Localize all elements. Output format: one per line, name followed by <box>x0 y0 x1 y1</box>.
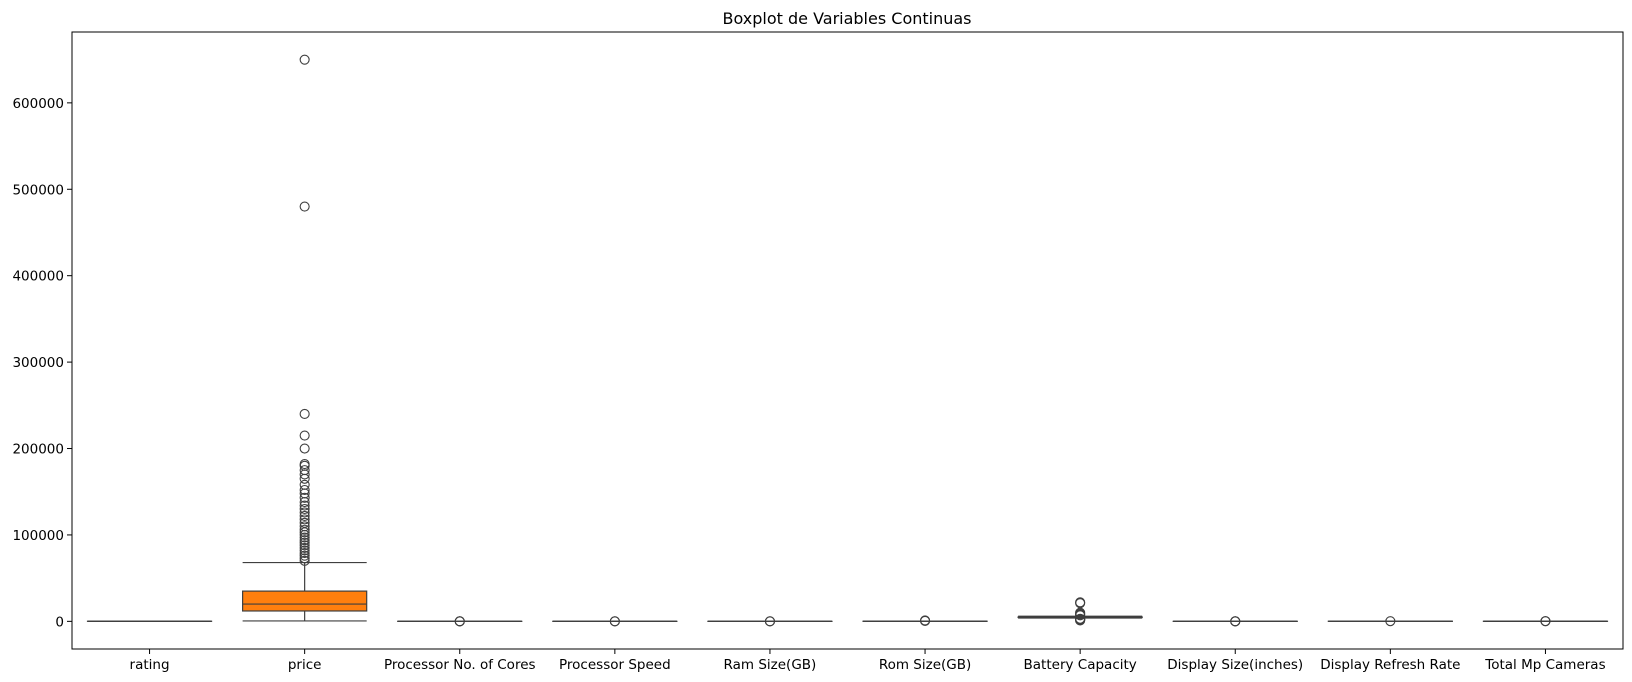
x-tick-label: Display Refresh Rate <box>1320 657 1460 673</box>
plot-area <box>86 54 1609 627</box>
y-tick-label: 200000 <box>12 442 64 458</box>
box-group <box>1482 616 1609 627</box>
box-group <box>1172 616 1298 627</box>
outlier-point <box>299 507 310 518</box>
outlier-point <box>299 537 310 548</box>
x-axis: rating price Processor No. of Cores Process… <box>130 649 1606 673</box>
outlier-point <box>299 555 310 566</box>
box-group <box>397 616 523 627</box>
x-tick-label: Processor Speed <box>559 657 671 673</box>
outlier-point <box>299 484 310 496</box>
y-tick-label: 600000 <box>12 96 64 112</box>
outlier-point <box>299 479 310 490</box>
chart-title: Boxplot de Variables Continuas <box>722 9 971 28</box>
outlier-point <box>299 548 310 559</box>
outlier-point <box>299 492 310 503</box>
outlier-point <box>299 524 310 535</box>
box-group <box>862 615 988 626</box>
box-group <box>1017 597 1143 626</box>
outlier-point <box>1540 616 1551 627</box>
outlier-point <box>299 542 310 553</box>
outlier-point <box>1230 616 1241 627</box>
outlier-point <box>1385 616 1396 627</box>
y-tick-label: 0 <box>55 614 64 630</box>
box <box>242 590 368 612</box>
y-tick-label: 400000 <box>12 269 64 285</box>
outlier-point <box>299 545 310 556</box>
x-tick-label: Total Mp Cameras <box>1484 657 1605 673</box>
outlier-point <box>609 616 620 627</box>
outlier-point <box>299 510 310 521</box>
outlier-point <box>764 616 776 627</box>
outlier-point <box>299 500 310 511</box>
plot-frame <box>71 31 1624 650</box>
box-group <box>707 616 833 627</box>
outlier-point <box>1075 615 1086 626</box>
y-axis: 0 100000 200000 300000 400000 500000 600000 <box>12 96 72 630</box>
box-group <box>1327 616 1453 627</box>
outlier-point <box>299 550 310 561</box>
y-tick-label: 100000 <box>12 528 64 544</box>
outlier-point <box>1075 610 1086 621</box>
outlier-point <box>299 443 310 454</box>
outlier-point <box>299 497 310 508</box>
outlier-point <box>299 54 310 65</box>
outlier-point <box>454 616 465 627</box>
outlier-point <box>299 527 310 538</box>
x-tick-label: Rom Size(GB) <box>879 657 971 673</box>
outlier-point <box>299 514 310 525</box>
outlier-point <box>299 408 310 420</box>
outlier-point <box>919 615 931 626</box>
x-tick-label: rating <box>130 657 170 673</box>
outlier-point <box>299 535 310 546</box>
x-tick-label: Ram Size(GB) <box>724 657 817 673</box>
y-tick-label: 500000 <box>12 182 64 198</box>
outlier-point <box>299 529 310 540</box>
x-tick-label: Processor No. of Cores <box>384 657 536 673</box>
outlier-point <box>299 469 310 480</box>
box-group <box>242 54 368 622</box>
outlier-point <box>299 503 310 515</box>
y-tick-label: 300000 <box>12 355 64 371</box>
outlier-point <box>299 430 310 441</box>
outlier-point <box>299 201 310 212</box>
x-tick-label: Battery Capacity <box>1024 657 1137 673</box>
box-group <box>552 616 678 627</box>
outlier-point <box>299 532 310 543</box>
x-tick-label: Display Size(inches) <box>1167 657 1303 673</box>
x-tick-label: price <box>288 657 322 673</box>
outlier-point <box>299 540 310 551</box>
outlier-point <box>299 473 310 484</box>
outlier-point <box>299 553 310 564</box>
